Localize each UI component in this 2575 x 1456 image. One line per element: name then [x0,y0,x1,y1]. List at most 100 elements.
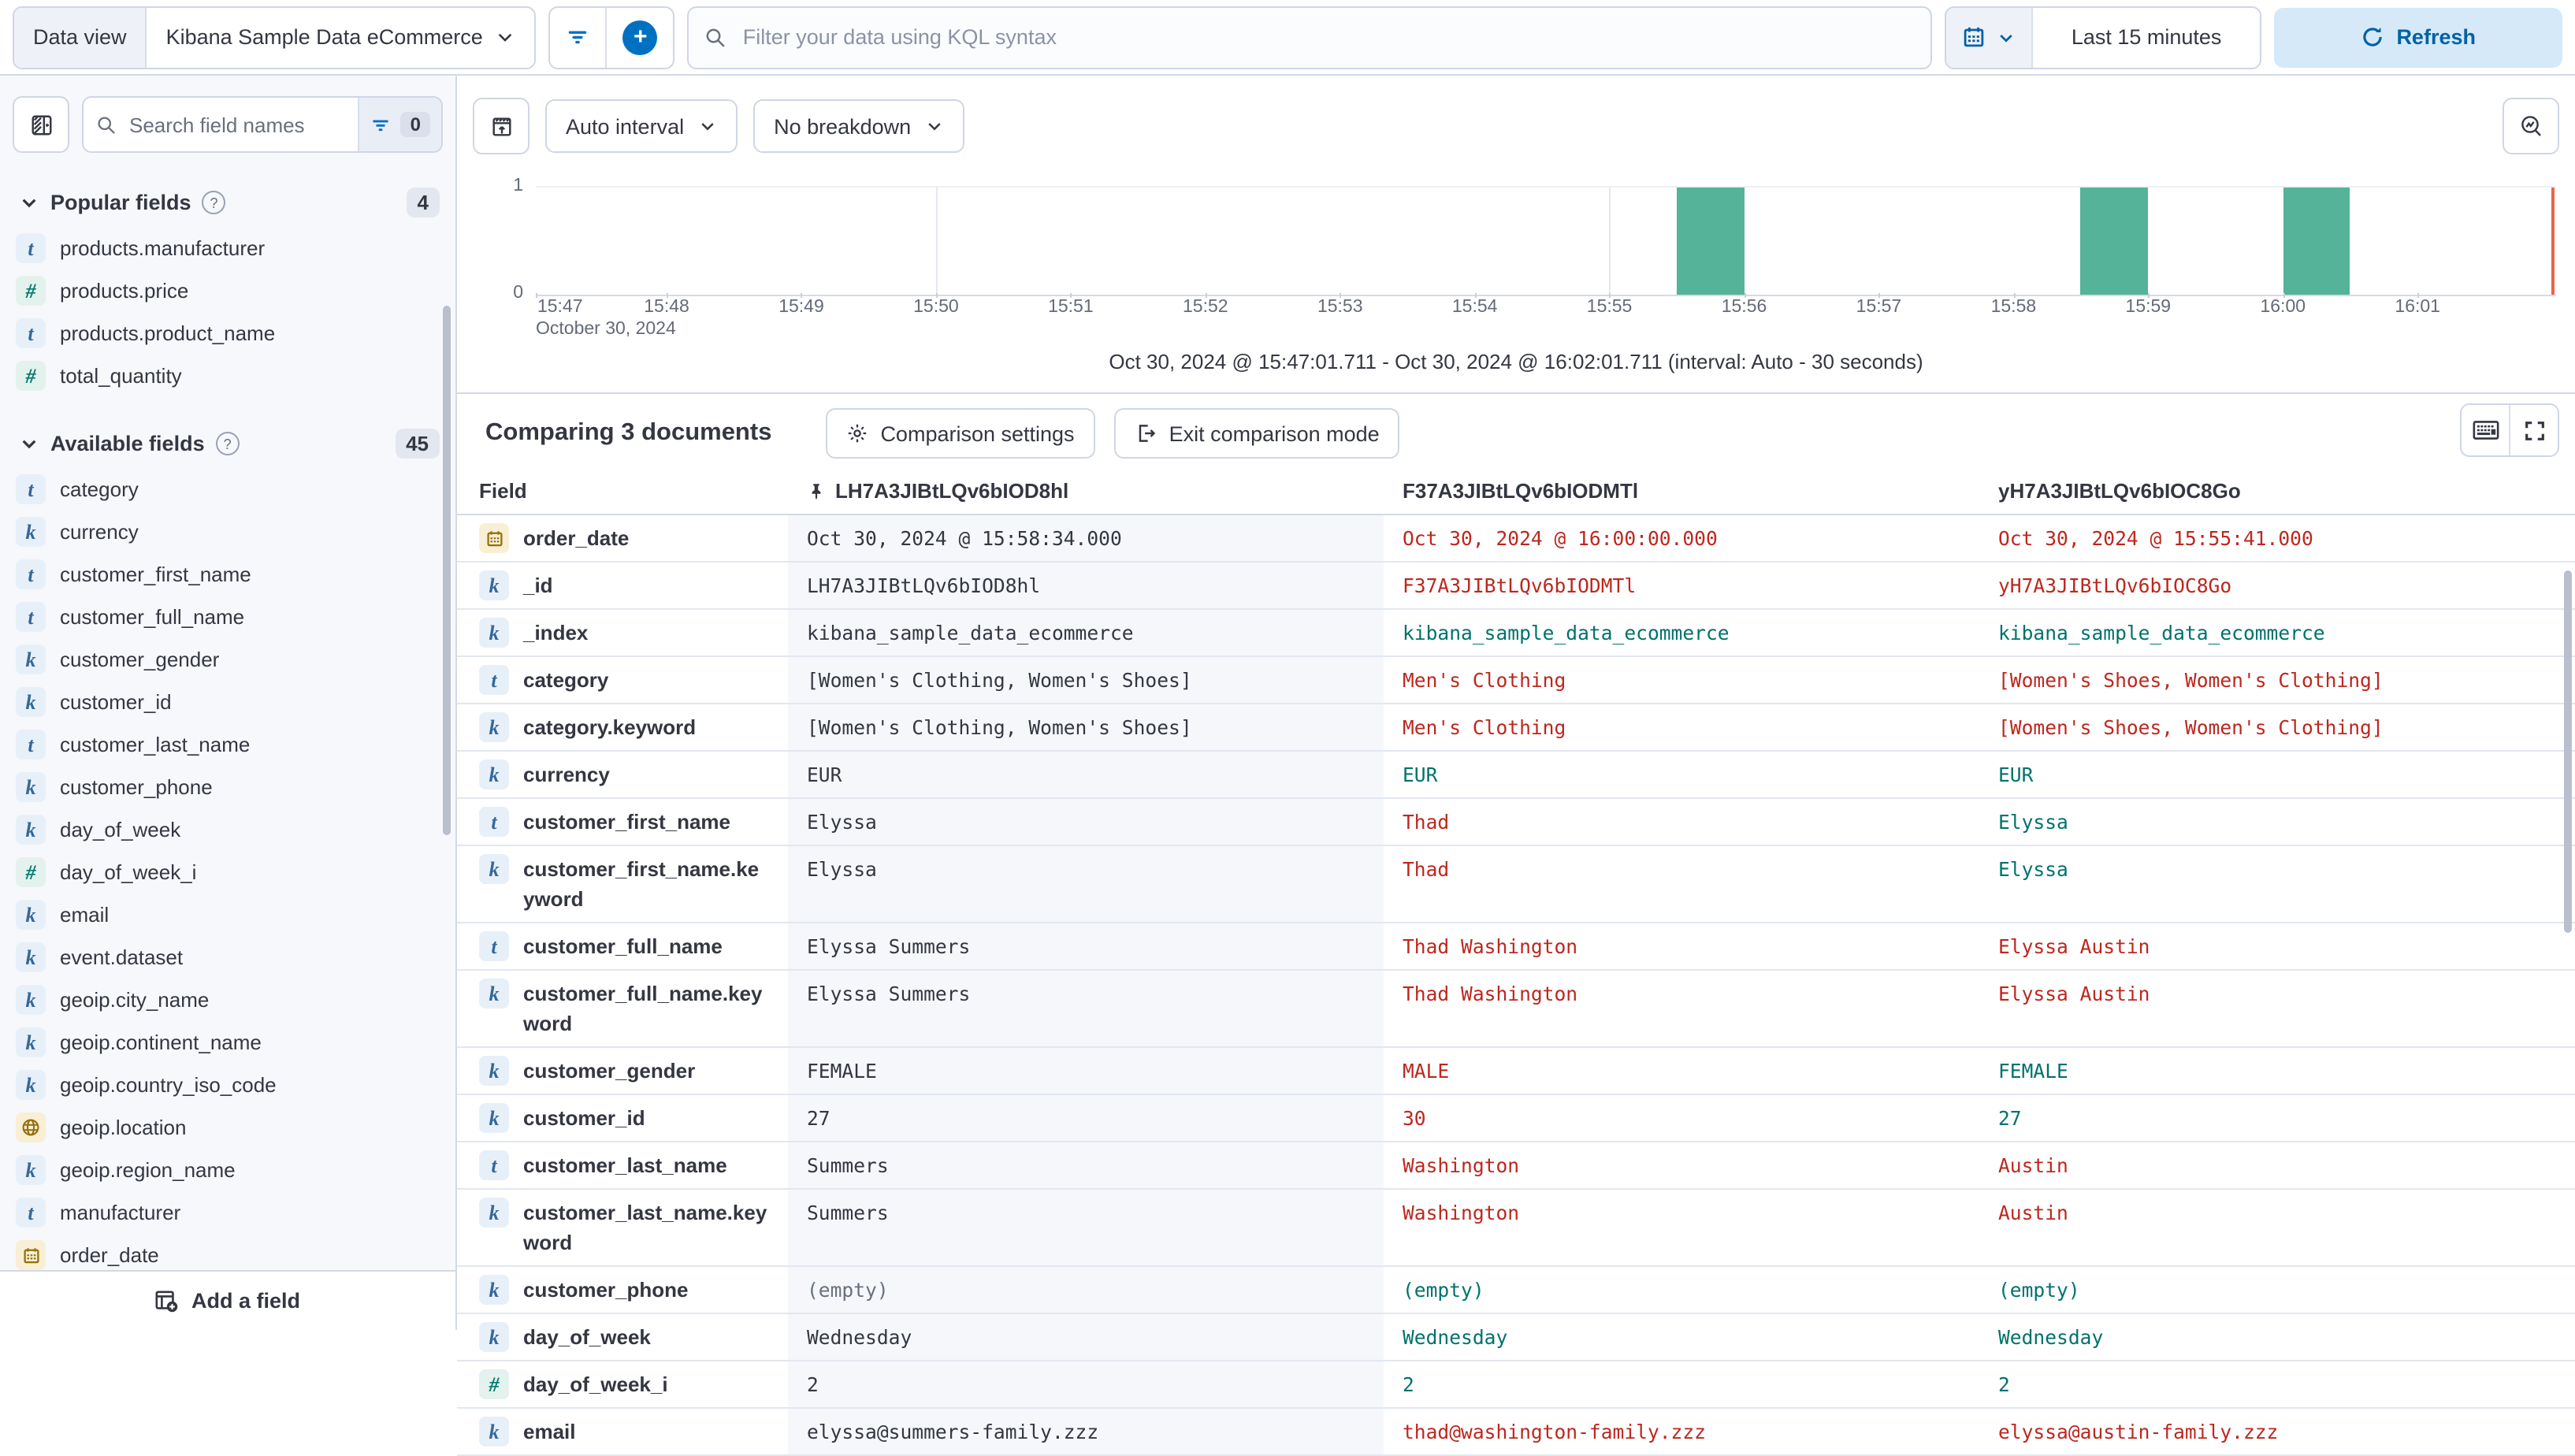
table-row-customer_last_name.keyword: k customer_last_name.keyword Summers Washin… [457,1190,2575,1267]
field-item-customer_id[interactable]: k customer_id [0,681,455,723]
available-fields-header[interactable]: Available fields ? 45 [0,410,455,468]
field-name: category.keyword [523,715,697,739]
field-item-geoip.country_iso_code[interactable]: k geoip.country_iso_code [0,1064,455,1106]
field-item-email[interactable]: k email [0,893,455,936]
value-cell: thad@washington-family.zzz [1403,1421,1706,1443]
value-cell: Wednesday [1998,1327,2104,1349]
field-item-customer_full_name[interactable]: t customer_full_name [0,596,455,638]
field-type-icon-keyword: k [16,772,46,802]
value-cell: Elyssa Austin [1998,983,2150,1005]
field-item-manufacturer[interactable]: t manufacturer [0,1191,455,1234]
field-type-icon-text: t [479,665,509,695]
field-search-inputwrap[interactable] [84,98,359,151]
interval-select[interactable]: Auto interval [545,99,738,153]
field-item-customer_gender[interactable]: k customer_gender [0,638,455,681]
exit-icon [1135,422,1157,444]
field-search-input[interactable] [126,111,346,138]
x-tick-mark [2283,293,2285,298]
histogram-bar-15:58:30[interactable] [2080,188,2149,295]
field-filter-button[interactable]: 0 [358,98,441,151]
saved-query-filter-button[interactable] [551,7,606,67]
collapse-sidebar-button[interactable] [13,96,69,153]
field-item-geoip.continent_name[interactable]: k geoip.continent_name [0,1021,455,1064]
field-item-label: geoip.country_iso_code [60,1073,277,1097]
data-view-picker[interactable]: Data view Kibana Sample Data eCommerce [13,6,537,69]
field-item-geoip.city_name[interactable]: k geoip.city_name [0,979,455,1021]
field-item-event.dataset[interactable]: k event.dataset [0,936,455,979]
x-tick-label: 15:54 [1451,298,1498,317]
field-type-icon-keyword: k [479,854,509,884]
value-cell: Washington [1403,1202,1520,1224]
x-tick-label: 16:01 [2395,298,2440,317]
field-type-icon-number: # [16,276,46,306]
x-tick-mark [1070,293,1072,298]
comparison-settings-button[interactable]: Comparison settings [825,408,1095,459]
field-item-label: products.price [60,279,189,303]
refresh-button[interactable]: Refresh [2273,7,2562,67]
keyboard-shortcuts-button[interactable] [2462,405,2509,455]
field-item-geoip.region_name[interactable]: k geoip.region_name [0,1149,455,1191]
table-scrollbar[interactable] [2564,570,2572,933]
popular-fields-header[interactable]: Popular fields ? 4 [0,169,455,227]
table-row-customer_full_name: t customer_full_name Elyssa Summers Thad Wa… [457,923,2575,971]
histogram-bar-16:00:00[interactable] [2283,188,2350,295]
x-tick-label: 15:49 [778,298,824,317]
field-item-products.manufacturer[interactable]: t products.manufacturer [0,227,455,269]
field-item-order_date[interactable]: order_date [0,1234,455,1276]
fullscreen-button[interactable] [2509,405,2558,455]
field-item-total_quantity[interactable]: # total_quantity [0,355,455,397]
value-cell: [Women's Clothing, Women's Shoes] [788,657,1384,703]
kql-search-bar[interactable] [687,6,1933,69]
value-cell: Elyssa Summers [788,923,1384,969]
field-item-label: manufacturer [60,1201,181,1224]
collapse-panel-icon [29,113,53,136]
field-type-icon-keyword: k [16,517,46,547]
field-name: customer_first_name [523,810,730,834]
x-tick-mark [801,293,803,298]
value-cell: elyssa@austin-family.zzz [1998,1421,2279,1443]
table-row-customer_gender: k customer_gender FEMALE MALE FEMALE [457,1048,2575,1095]
field-item-products.price[interactable]: # products.price [0,269,455,312]
gridline [935,188,938,295]
field-cell: k category.keyword [457,704,788,750]
field-item-geoip.location[interactable]: geoip.location [0,1106,455,1149]
field-type-icon-number: # [16,361,46,391]
value-cell: [Women's Shoes, Women's Clothing] [1998,717,2384,739]
kql-search-input[interactable] [739,24,1915,50]
field-name: currency [523,763,610,786]
gridline [1609,188,1611,295]
x-tick-mark [1878,293,1881,298]
date-picker-quick-menu-button[interactable] [1946,7,2032,67]
add-field-icon [155,1289,179,1313]
field-item-day_of_week_i[interactable]: # day_of_week_i [0,851,455,893]
value-cell: [Women's Shoes, Women's Clothing] [1998,670,2384,692]
sidebar-scrollbar[interactable] [443,306,451,835]
field-item-customer_phone[interactable]: k customer_phone [0,766,455,808]
edit-visualization-button[interactable] [2503,98,2559,154]
field-item-currency[interactable]: k currency [0,511,455,553]
chevron-down-icon [19,433,39,454]
field-item-customer_last_name[interactable]: t customer_last_name [0,723,455,766]
value-cell: kibana_sample_data_ecommerce [788,610,1384,656]
field-item-label: customer_full_name [60,605,245,629]
breakdown-select[interactable]: No breakdown [753,99,965,153]
table-row-currency: k currency EUR EUR EUR [457,752,2575,799]
x-tick-label: 15:55 [1586,298,1633,317]
add-field-button[interactable]: Add a field [0,1270,455,1330]
exit-comparison-button[interactable]: Exit comparison mode [1113,408,1400,459]
field-type-icon-text: t [16,474,46,504]
help-icon: ? [202,191,226,214]
field-item-category[interactable]: t category [0,468,455,511]
field-item-customer_first_name[interactable]: t customer_first_name [0,553,455,596]
field-item-label: event.dataset [60,945,184,969]
time-range-value[interactable]: Last 15 minutes [2031,7,2260,67]
field-type-icon-keyword: k [479,979,509,1008]
field-item-day_of_week[interactable]: k day_of_week [0,808,455,851]
data-view-value[interactable]: Kibana Sample Data eCommerce [145,7,535,67]
histogram-bar-15:55:30[interactable] [1677,188,1745,295]
field-item-label: total_quantity [60,364,182,388]
field-item-label: customer_gender [60,648,220,671]
add-filter-button[interactable]: + [605,7,674,67]
hide-chart-button[interactable] [473,98,529,154]
field-item-products.product_name[interactable]: t products.product_name [0,312,455,355]
